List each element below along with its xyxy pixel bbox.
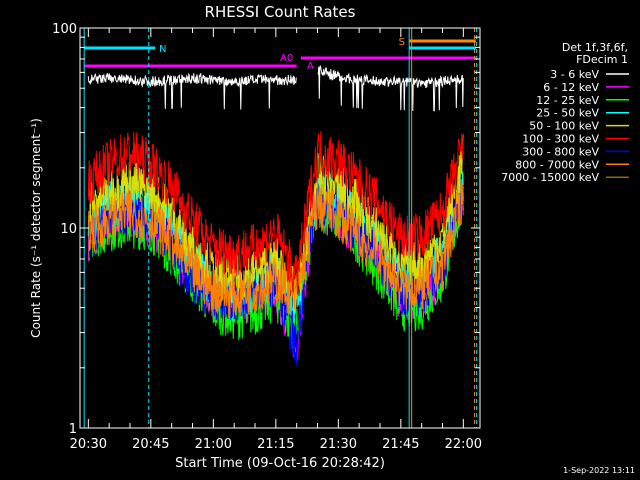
x-tick-label: 21:15 [257,437,294,452]
flag-label-n: N [159,44,166,55]
axis-layer: 1 10 100 20:30 20:45 21:00 21:15 21:30 21:45 22:0… [52,22,482,452]
flag-label-s: S [399,37,405,48]
x-tick-label: 22:00 [445,437,482,452]
series-line-800-7000-kev [87,179,464,319]
chart-title: RHESSI Count Rates [205,3,356,21]
legend-label-800-7000-kev: 800 - 7000 keV [515,158,599,171]
x-axis-label: Start Time (09-Oct-16 20:28:42) [175,456,385,471]
x-tick-label: 20:45 [132,437,169,452]
x-tick-label: 21:30 [320,437,357,452]
legend-label-100-300-kev: 100 - 300 keV [522,133,599,146]
y-tick-label: 1 [69,422,77,437]
legend-label-3-6-kev: 3 - 6 keV [550,68,599,81]
flag-label-a: A [307,61,314,72]
series-line-3-6-kev [87,65,464,112]
y-tick-label: 100 [52,22,77,37]
y-tick-label: 10 [60,222,77,237]
x-tick-label: 21:45 [382,437,419,452]
legend-label-300-800-kev: 300 - 800 keV [522,145,599,158]
data-layer [87,65,464,367]
footer-timestamp: 1-Sep-2022 13:11 [563,466,635,475]
x-tick-label: 21:00 [195,437,232,452]
series-line-100-300-kev [87,131,464,295]
x-tick-label: 20:30 [70,437,107,452]
legend-label-50-100-kev: 50 - 100 keV [529,120,599,133]
legend-header-line: Det 1f,3f,6f, [562,41,628,54]
legend-label-6-12-kev: 6 - 12 keV [543,81,599,94]
legend-header-line: FDecim 1 [576,53,628,66]
flag-label-a0: A0 [280,53,293,64]
legend-label-7000-15000-kev: 7000 - 15000 keV [501,171,599,184]
legend-label-12-25-kev: 12 - 25 keV [536,94,599,107]
legend-label-25-50-kev: 25 - 50 keV [536,107,599,120]
y-axis-label: Count Rate (s⁻¹ detector segment⁻¹) [29,118,43,338]
